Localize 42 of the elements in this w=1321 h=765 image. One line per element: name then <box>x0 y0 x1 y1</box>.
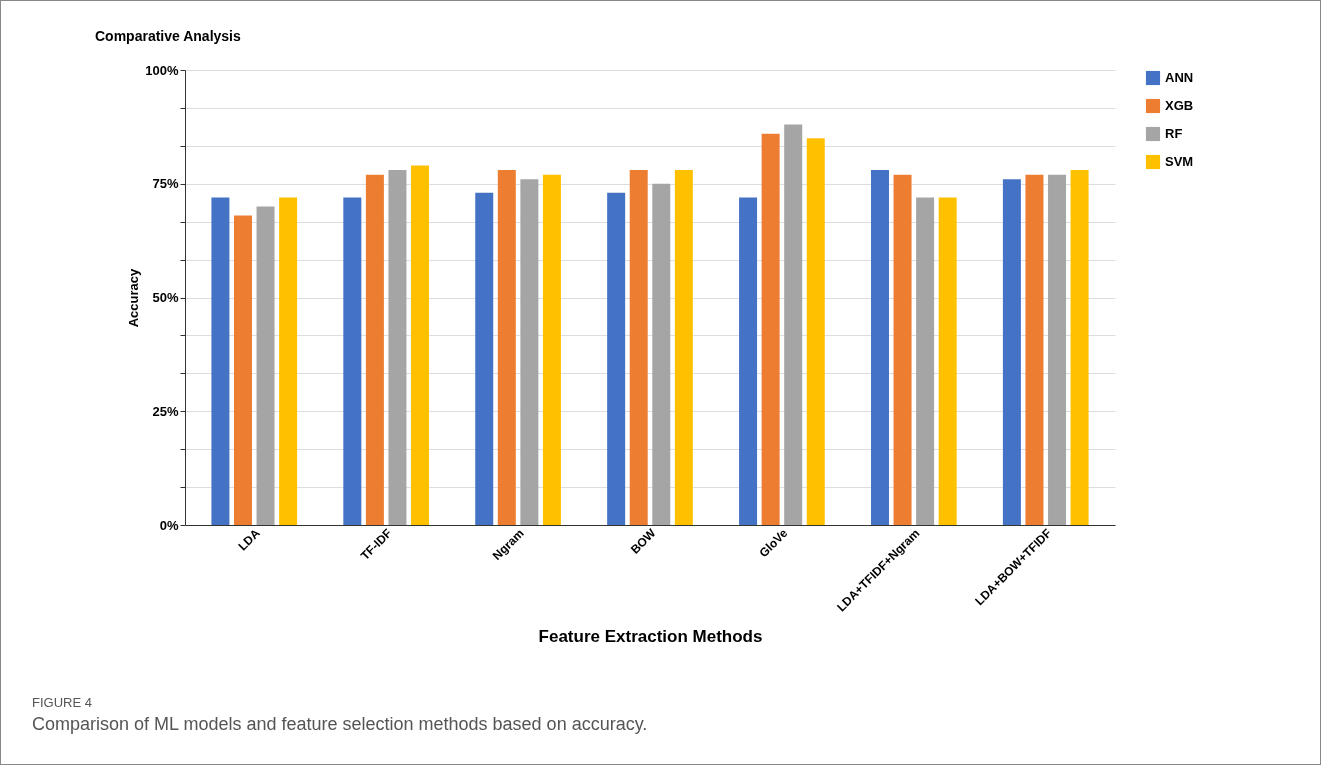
bar <box>211 197 230 525</box>
bar <box>343 197 362 525</box>
y-tick-label: 100% <box>145 62 179 78</box>
bar <box>938 197 957 525</box>
bar <box>1002 179 1021 525</box>
bar <box>1025 174 1044 525</box>
bar <box>497 170 516 525</box>
bar <box>1048 174 1067 525</box>
bar <box>629 170 648 525</box>
legend-label: SVM <box>1165 154 1194 169</box>
text: Comparison of ML models and feature selection methods based on accuracy. <box>32 714 648 735</box>
y-tick-label: 50% <box>152 290 179 305</box>
bar <box>256 206 275 525</box>
bar <box>739 197 758 525</box>
legend-label: RF <box>1165 126 1183 141</box>
y-tick-label: 0% <box>159 517 179 533</box>
bar <box>806 138 825 525</box>
bar <box>365 174 384 525</box>
bar <box>893 174 912 525</box>
bar <box>784 124 803 525</box>
bar <box>520 179 539 525</box>
y-tick-label: 75% <box>152 176 179 192</box>
chart-title: Comparative Analysis <box>95 28 241 44</box>
bar <box>607 192 626 525</box>
caption: FIGURE 4 <box>32 695 93 710</box>
bar <box>674 170 693 525</box>
bar <box>652 183 671 525</box>
bar <box>1070 170 1089 525</box>
bar <box>542 174 561 525</box>
y-tick-label: 25% <box>152 403 179 419</box>
legend-label: XGB <box>1165 98 1194 113</box>
bar <box>233 215 252 525</box>
bar <box>916 197 935 525</box>
bar <box>475 192 494 525</box>
bar <box>761 133 780 525</box>
y-axis-title: Accuracy <box>126 267 142 328</box>
bar <box>279 197 298 525</box>
bar <box>411 165 430 525</box>
legend-label: ANN <box>1165 70 1194 85</box>
x-axis-title: Feature Extraction Methods <box>538 626 763 646</box>
bar <box>388 170 407 525</box>
bar <box>870 170 889 525</box>
